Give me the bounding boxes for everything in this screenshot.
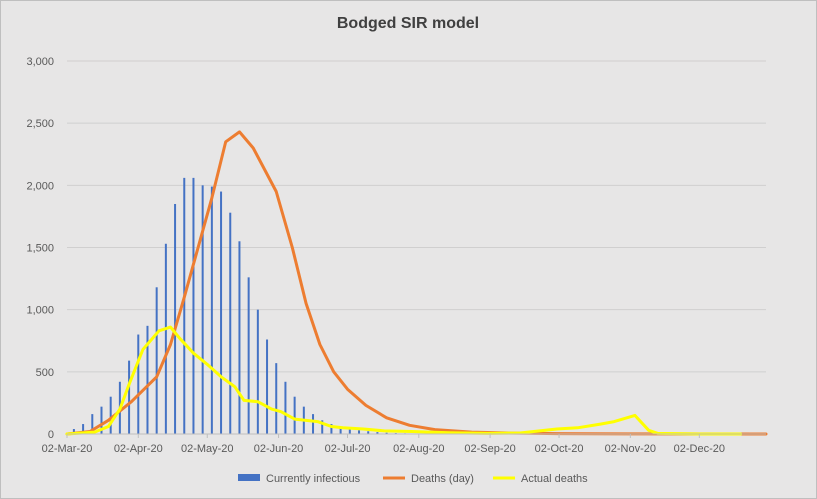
axes: 0 500 1,000 1,500 2,000 2,500 3,000 02-Mar-20 02…: [26, 56, 766, 455]
bar-currently-infectious: [146, 325, 149, 434]
x-tick-label: 02-Aug-20: [393, 443, 444, 455]
x-tick-label: 02-Jun-20: [254, 443, 304, 455]
y-tick-label: 3,000: [26, 56, 54, 68]
legend: Currently infectious Deaths (day) Actual d…: [238, 473, 588, 485]
bars-currently-infectious: [72, 177, 416, 434]
x-tick-label: 02-Apr-20: [114, 443, 163, 455]
x-tick-label: 02-May-20: [181, 443, 234, 455]
bar-currently-infectious: [174, 203, 177, 434]
bar-currently-infectious: [312, 414, 315, 434]
x-tick-label: 02-Sep-20: [464, 443, 515, 455]
x-tick-label: 02-Oct-20: [535, 443, 584, 455]
bar-currently-infectious: [192, 177, 195, 434]
bar-currently-infectious: [247, 277, 250, 434]
bar-currently-infectious: [100, 406, 103, 434]
x-tick-label: 02-Mar-20: [42, 443, 93, 455]
y-tick-label: 1,000: [26, 305, 54, 317]
bar-currently-infectious: [266, 339, 269, 434]
y-tick-label: 2,000: [26, 180, 54, 192]
series-line-deaths-day: [65, 130, 768, 436]
bar-currently-infectious: [358, 430, 361, 434]
bar-currently-infectious: [321, 420, 324, 434]
bar-currently-infectious: [376, 432, 379, 434]
bar-currently-infectious: [72, 429, 75, 434]
bar-currently-infectious: [348, 428, 351, 434]
y-tick-label: 0: [48, 429, 54, 441]
bar-currently-infectious: [128, 360, 131, 434]
x-tick-label: 02-Dec-20: [674, 443, 725, 455]
bar-currently-infectious: [183, 177, 186, 434]
bar-currently-infectious: [339, 426, 342, 434]
bar-currently-infectious: [330, 424, 333, 434]
legend-label-currently-infectious: Currently infectious: [266, 473, 361, 485]
bar-currently-infectious: [201, 185, 204, 434]
bar-currently-infectious: [109, 396, 112, 434]
bar-currently-infectious: [82, 424, 85, 434]
y-tick-label: 500: [36, 367, 54, 379]
bar-currently-infectious: [256, 309, 259, 434]
bar-currently-infectious: [385, 432, 388, 434]
series-lines: [65, 130, 768, 436]
bar-currently-infectious: [210, 186, 213, 434]
y-tick-label: 1,500: [26, 243, 54, 255]
legend-label-actual-deaths: Actual deaths: [521, 473, 588, 485]
y-tick-label: 2,500: [26, 118, 54, 130]
bar-currently-infectious: [284, 381, 287, 434]
bar-currently-infectious: [164, 243, 167, 434]
legend-swatch-currently-infectious: [238, 474, 260, 481]
chart-title: Bodged SIR model: [337, 15, 479, 32]
bar-currently-infectious: [238, 241, 241, 434]
series-line-actual-deaths: [65, 325, 743, 436]
bar-currently-infectious: [367, 431, 370, 434]
bar-currently-infectious: [275, 363, 278, 434]
legend-label-deaths-day: Deaths (day): [411, 473, 474, 485]
bar-currently-infectious: [155, 287, 158, 434]
bar-currently-infectious: [293, 396, 296, 434]
gridlines: [67, 60, 766, 373]
x-tick-label: 02-Nov-20: [605, 443, 656, 455]
bar-currently-infectious: [229, 212, 232, 434]
bar-currently-infectious: [137, 334, 140, 434]
bar-currently-infectious: [220, 191, 223, 434]
bar-currently-infectious: [91, 414, 94, 434]
x-tick-label: 02-Jul-20: [325, 443, 371, 455]
